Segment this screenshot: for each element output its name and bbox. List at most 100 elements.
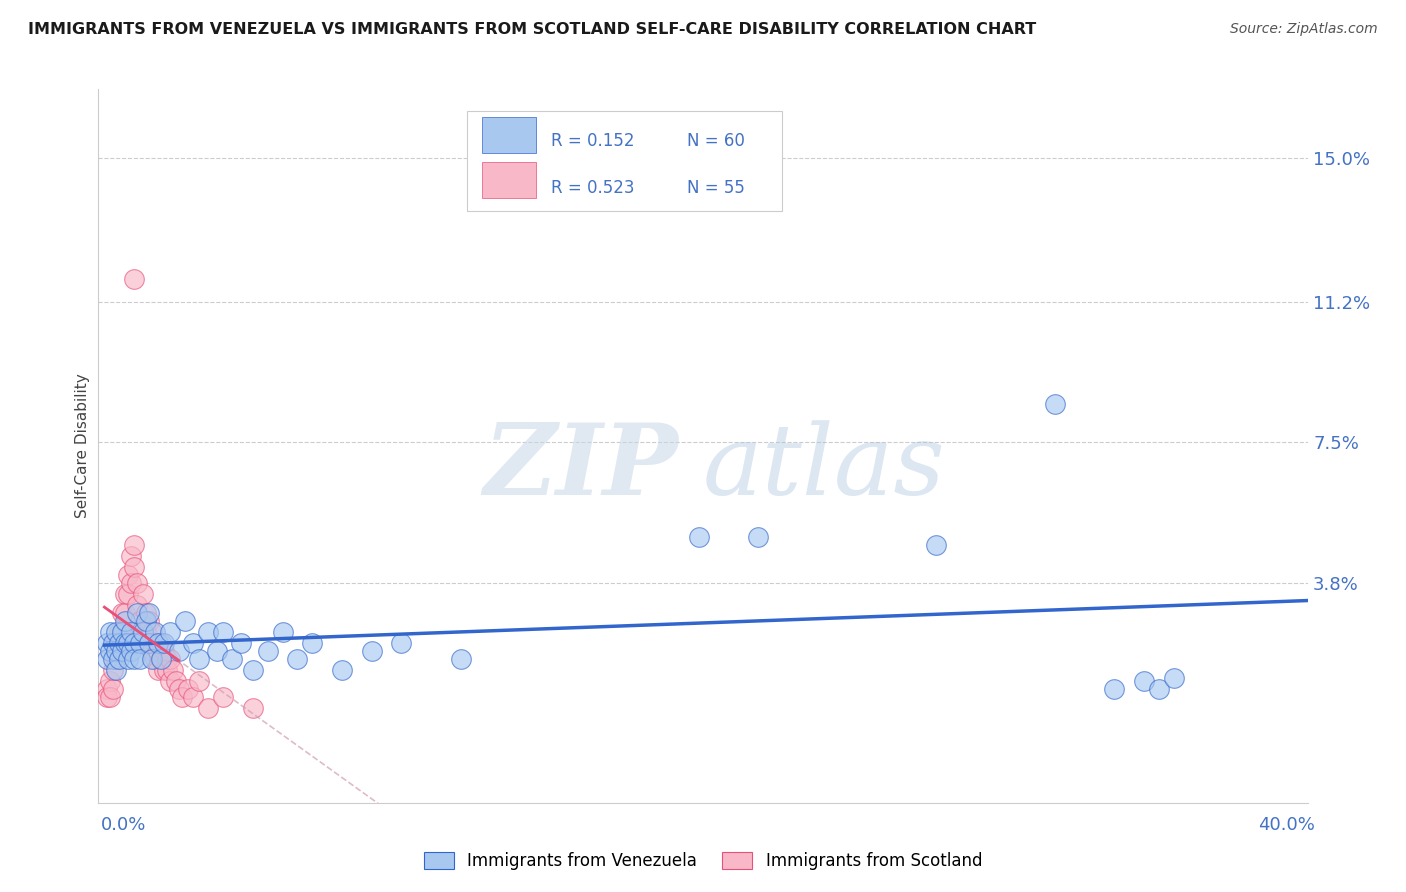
Point	[149, 636, 172, 650]
Point	[173, 614, 195, 628]
Point	[1147, 681, 1170, 696]
Point	[170, 690, 193, 704]
Point	[105, 663, 128, 677]
Point	[98, 674, 121, 689]
Point	[120, 575, 142, 590]
Point	[197, 701, 219, 715]
Point	[108, 651, 131, 665]
Legend: Immigrants from Venezuela, Immigrants from Scotland: Immigrants from Venezuela, Immigrants fr…	[418, 845, 988, 877]
Point	[129, 651, 152, 665]
Point	[122, 560, 145, 574]
Point	[117, 587, 139, 601]
Point	[450, 651, 472, 665]
Point	[103, 663, 125, 677]
Point	[125, 599, 148, 613]
Point	[159, 674, 181, 689]
Point	[129, 625, 152, 640]
Point	[117, 651, 139, 665]
Point	[138, 614, 160, 628]
Point	[125, 575, 148, 590]
Point	[108, 625, 131, 640]
Point	[129, 636, 152, 650]
Point	[1133, 674, 1156, 689]
Point	[242, 663, 264, 677]
Point	[105, 644, 128, 658]
Point	[105, 625, 128, 640]
FancyBboxPatch shape	[482, 162, 536, 198]
Point	[159, 651, 181, 665]
Text: IMMIGRANTS FROM VENEZUELA VS IMMIGRANTS FROM SCOTLAND SELF-CARE DISABILITY CORRE: IMMIGRANTS FROM VENEZUELA VS IMMIGRANTS …	[28, 22, 1036, 37]
Point	[135, 625, 157, 640]
Point	[149, 651, 172, 665]
Point	[229, 636, 252, 650]
Point	[103, 681, 125, 696]
Point	[688, 530, 710, 544]
Point	[165, 674, 187, 689]
Point	[135, 606, 157, 620]
Point	[183, 690, 205, 704]
Text: Source: ZipAtlas.com: Source: ZipAtlas.com	[1230, 22, 1378, 37]
Point	[108, 636, 131, 650]
Point	[120, 625, 142, 640]
Point	[188, 651, 211, 665]
Point	[141, 625, 163, 640]
FancyBboxPatch shape	[467, 111, 782, 211]
Point	[159, 625, 181, 640]
Point	[125, 606, 148, 620]
Point	[167, 644, 190, 658]
Point	[141, 644, 163, 658]
Text: 40.0%: 40.0%	[1258, 816, 1315, 834]
Point	[122, 272, 145, 286]
Point	[105, 636, 128, 650]
Point	[96, 651, 118, 665]
Point	[96, 681, 118, 696]
Point	[129, 614, 152, 628]
Point	[162, 663, 184, 677]
Point	[183, 636, 205, 650]
Point	[287, 651, 309, 665]
FancyBboxPatch shape	[482, 118, 536, 153]
Point	[138, 636, 160, 650]
Text: R = 0.523: R = 0.523	[551, 179, 634, 197]
Text: N = 60: N = 60	[688, 132, 745, 150]
Text: N = 55: N = 55	[688, 179, 745, 197]
Point	[143, 625, 166, 640]
Point	[98, 690, 121, 704]
Point	[360, 644, 382, 658]
Point	[152, 636, 174, 650]
Point	[114, 587, 136, 601]
Point	[1163, 671, 1185, 685]
Point	[146, 663, 169, 677]
Point	[96, 690, 118, 704]
Point	[111, 625, 134, 640]
Text: R = 0.152: R = 0.152	[551, 132, 634, 150]
Text: atlas: atlas	[703, 420, 946, 515]
Point	[221, 651, 243, 665]
Point	[212, 625, 235, 640]
Point	[156, 651, 179, 665]
Point	[330, 663, 353, 677]
Point	[138, 606, 160, 620]
Point	[114, 614, 136, 628]
Point	[146, 644, 169, 658]
Point	[156, 663, 179, 677]
Point	[111, 644, 134, 658]
Point	[117, 568, 139, 582]
Point	[188, 674, 211, 689]
Point	[111, 625, 134, 640]
Point	[143, 651, 166, 665]
Point	[152, 663, 174, 677]
Point	[114, 636, 136, 650]
Y-axis label: Self-Care Disability: Self-Care Disability	[75, 374, 90, 518]
Point	[256, 644, 278, 658]
Point	[391, 636, 413, 650]
Point	[98, 644, 121, 658]
Point	[103, 651, 125, 665]
Point	[176, 681, 198, 696]
Point	[747, 530, 769, 544]
Point	[212, 690, 235, 704]
Point	[120, 644, 142, 658]
Point	[122, 538, 145, 552]
Point	[149, 651, 172, 665]
Point	[1043, 397, 1066, 411]
